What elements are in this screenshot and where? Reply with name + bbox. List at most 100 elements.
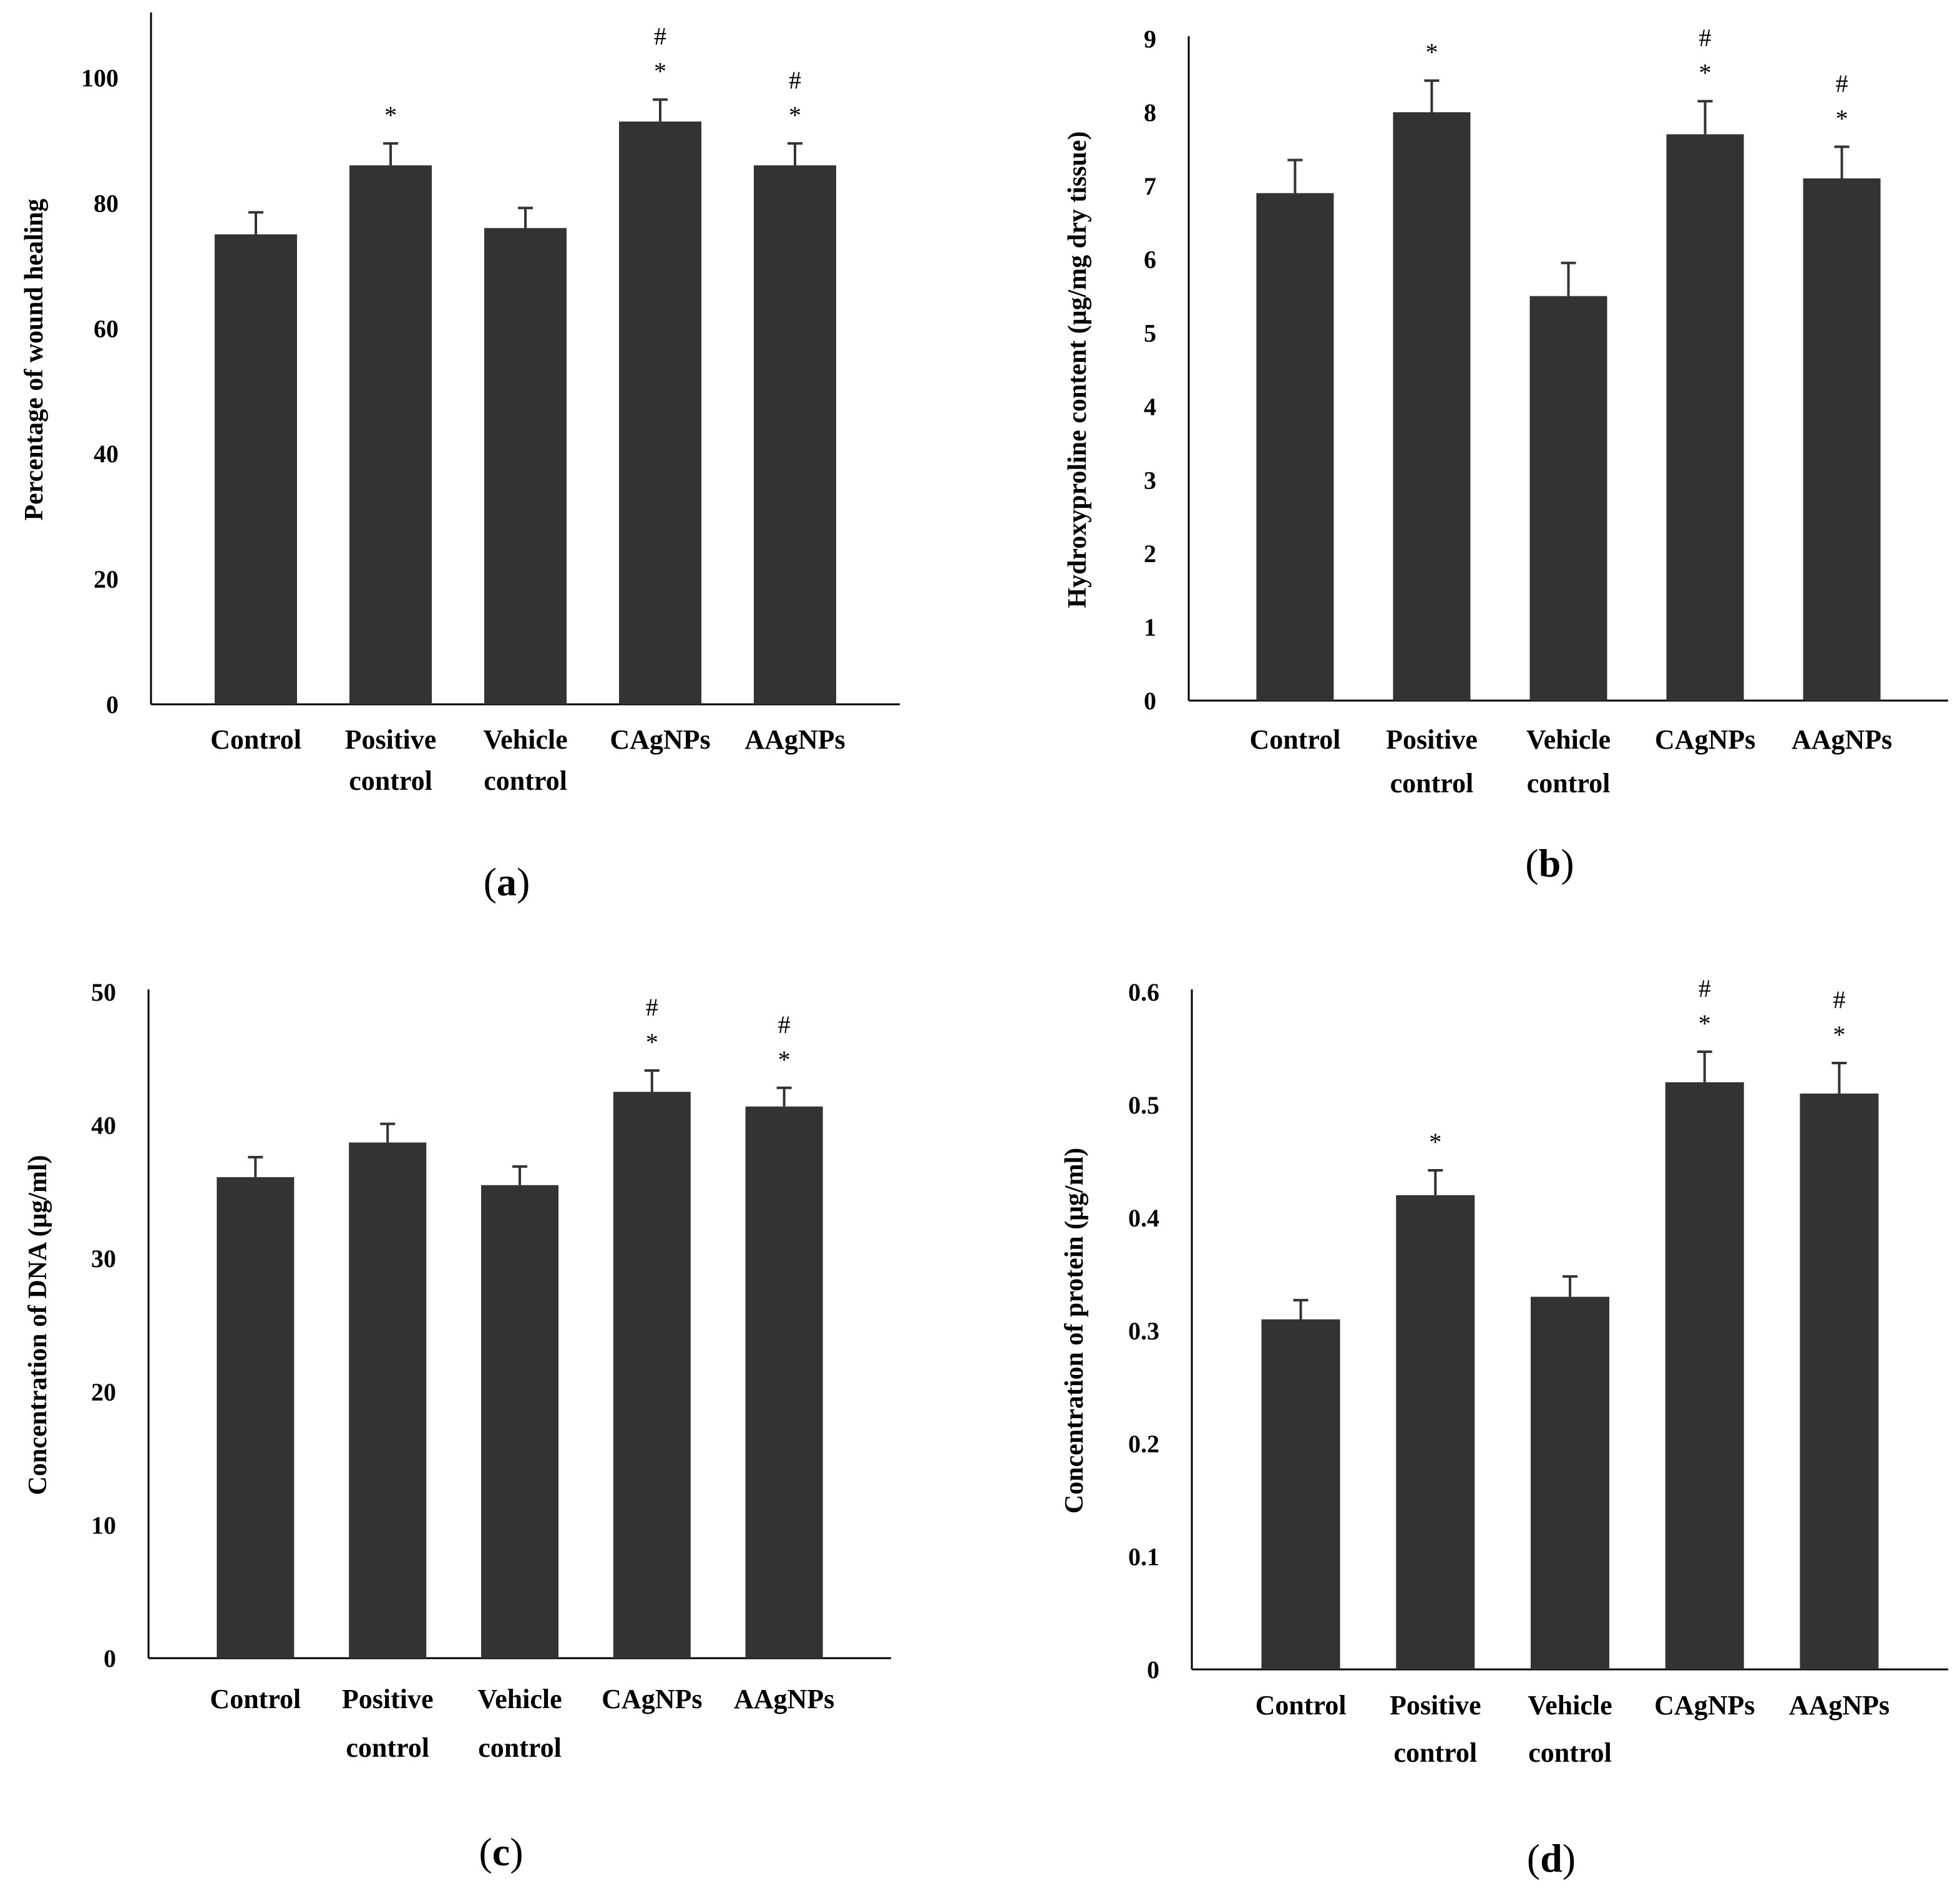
y-tick-label: 0.5: [1128, 1091, 1159, 1119]
y-tick-label: 60: [94, 314, 119, 342]
category-label: control: [484, 765, 567, 796]
y-tick-label: 10: [91, 1511, 116, 1539]
y-tick-label: 30: [91, 1245, 116, 1273]
significance-hash: #: [654, 22, 666, 51]
y-tick-label: 0.4: [1128, 1204, 1159, 1232]
significance-asterisk: *: [1699, 1009, 1711, 1037]
significance-asterisk: *: [646, 1028, 658, 1056]
category-label: Positive: [345, 724, 437, 755]
y-tick-label: 5: [1144, 319, 1156, 347]
category-label: Vehicle: [1526, 724, 1611, 755]
category-label: CAgNPs: [1655, 724, 1755, 755]
y-axis-label: Concentration of DNA (μg/ml): [24, 1155, 52, 1495]
bar: [1803, 178, 1881, 701]
y-tick-label: 2: [1144, 540, 1156, 568]
bar: [1531, 1296, 1609, 1669]
y-tick-label: 8: [1144, 99, 1156, 127]
category-label: CAgNPs: [602, 1684, 702, 1714]
chart-panel-d: 0 0.1 0.2 0.3 0.4 0.5 0.6 Concentration of prot…: [1060, 974, 1948, 1880]
bar: [1665, 1082, 1744, 1669]
bar: [1393, 112, 1471, 701]
category-label: AAgNPs: [744, 724, 845, 755]
y-tick-label: 0: [1144, 687, 1156, 715]
category-label: Control: [210, 724, 301, 755]
bar: [754, 165, 836, 704]
bar: [1261, 1319, 1340, 1669]
bar: [349, 1142, 427, 1658]
y-tick-label: 0: [106, 691, 119, 719]
y-axis-label: Concentration of protein (μg/ml): [1060, 1148, 1089, 1513]
significance-hash: #: [1699, 24, 1712, 52]
y-tick-label: 40: [94, 440, 119, 468]
y-tick-label: 100: [81, 64, 119, 92]
category-label: control: [1393, 1737, 1477, 1768]
bar: [484, 228, 567, 705]
significance-asterisk: *: [384, 101, 397, 129]
category-label: CAgNPs: [610, 724, 710, 755]
category-label: control: [1390, 768, 1474, 799]
category-label: control: [349, 765, 432, 796]
y-axis-label: Percentage of wound healing: [20, 198, 49, 520]
y-tick-label: 0.1: [1128, 1543, 1159, 1571]
y-tick-label: 80: [94, 189, 119, 217]
significance-asterisk: *: [1833, 1021, 1845, 1049]
bar: [1396, 1195, 1475, 1669]
category-label: CAgNPs: [1654, 1690, 1755, 1721]
significance-hash: #: [1833, 986, 1845, 1014]
significance-asterisk: *: [789, 101, 801, 129]
y-tick-label: 0.3: [1128, 1317, 1159, 1345]
significance-asterisk: *: [1699, 59, 1712, 87]
chart-panel-c: 0 10 20 30 40 50 Concentration of DNA (μg/ml) C…: [24, 978, 891, 1874]
y-tick-label: 20: [91, 1378, 116, 1406]
y-tick-label: 0: [1147, 1656, 1159, 1684]
bar: [1666, 134, 1744, 701]
panel-label: (a): [484, 860, 530, 904]
category-label: control: [1527, 768, 1611, 799]
y-tick-label: 6: [1144, 246, 1156, 274]
bar: [1529, 296, 1607, 701]
y-tick-label: 9: [1144, 25, 1156, 53]
significance-hash: #: [778, 1011, 791, 1039]
y-tick-label: 7: [1144, 172, 1156, 200]
category-label: Positive: [1386, 724, 1478, 755]
category-label: AAgNPs: [734, 1684, 834, 1714]
bar: [613, 1092, 691, 1658]
significance-hash: #: [1836, 69, 1848, 97]
panel-label: (c): [479, 1830, 523, 1874]
category-label: AAgNPs: [1789, 1690, 1889, 1721]
category-label: Positive: [342, 1684, 434, 1714]
significance-hash: #: [1699, 974, 1711, 1003]
category-label: control: [346, 1732, 429, 1763]
bar: [1800, 1093, 1879, 1669]
chart-panel-b: 0 1 2 3 4 5 6 7 8 9 Hydroxyproline content (μg/mg …: [1063, 24, 1948, 885]
category-label: Control: [1249, 724, 1340, 755]
significance-hash: #: [646, 993, 658, 1021]
significance-asterisk: *: [778, 1046, 791, 1074]
bar: [1256, 193, 1334, 701]
category-label: control: [478, 1732, 562, 1763]
bar: [745, 1106, 823, 1658]
y-axis-label: Hydroxyproline content (μg/mg dry tissue…: [1063, 131, 1092, 608]
significance-asterisk: *: [654, 57, 666, 85]
y-tick-label: 50: [91, 978, 116, 1006]
bar: [619, 121, 701, 705]
panel-label: (b): [1525, 841, 1574, 885]
y-tick-label: 1: [1144, 613, 1156, 641]
category-label: Positive: [1390, 1690, 1481, 1721]
panel-label: (d): [1527, 1836, 1576, 1880]
category-label: Vehicle: [477, 1684, 562, 1714]
category-label: Control: [1255, 1690, 1347, 1721]
y-tick-label: 40: [91, 1112, 116, 1140]
y-tick-label: 20: [94, 565, 119, 593]
category-label: AAgNPs: [1792, 724, 1892, 755]
significance-asterisk: *: [1429, 1128, 1441, 1156]
y-tick-label: 3: [1144, 466, 1156, 494]
chart-panel-a: 0 20 40 60 80 100 Percentage of wound healing C…: [20, 12, 900, 904]
significance-asterisk: *: [1425, 38, 1438, 66]
y-tick-label: 0.6: [1128, 978, 1159, 1006]
significance-asterisk: *: [1836, 104, 1848, 132]
bar: [217, 1177, 295, 1658]
y-tick-label: 0: [104, 1644, 116, 1673]
category-label: Vehicle: [1528, 1690, 1612, 1721]
